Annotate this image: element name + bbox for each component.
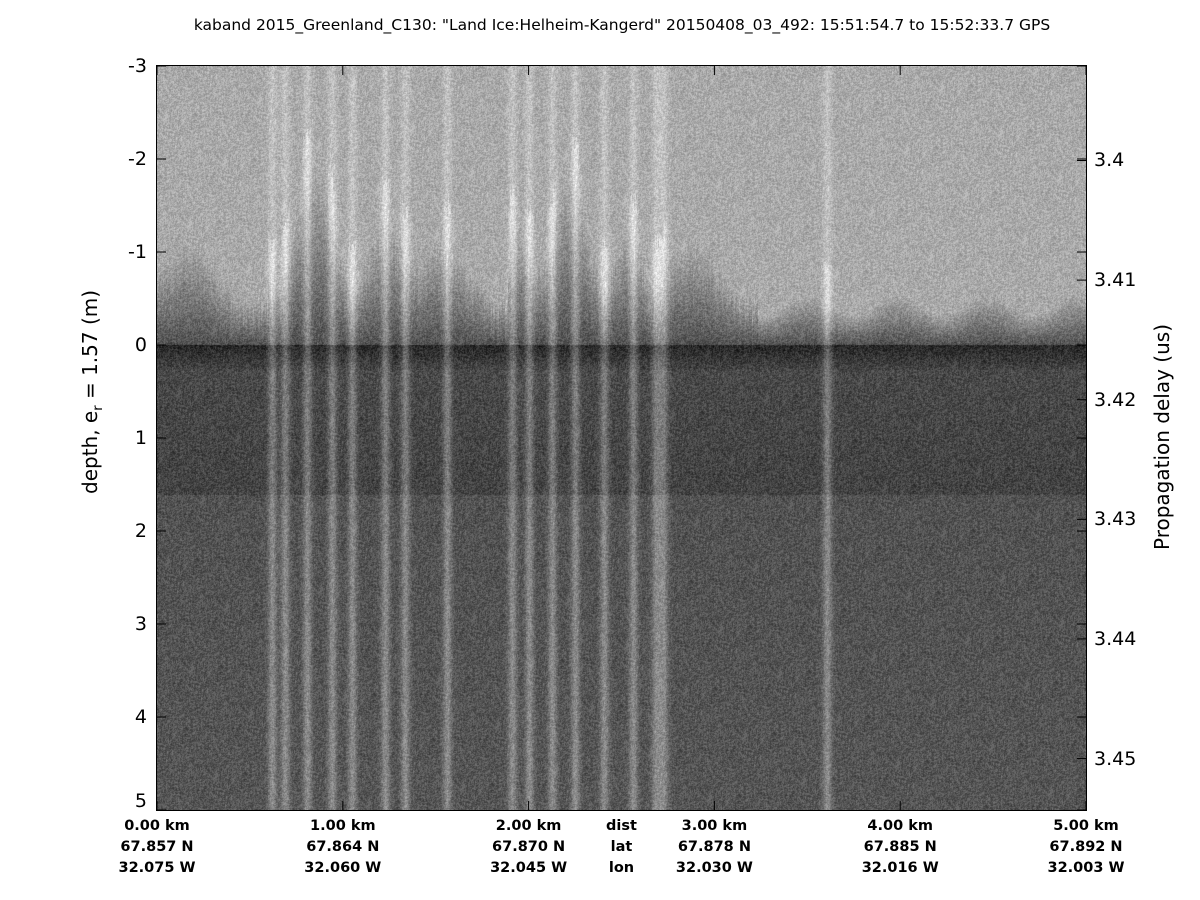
- x-tick-label-dist: 2.00 km: [495, 818, 562, 834]
- x-row-label-lon: lon: [608, 860, 635, 876]
- x-tick-label-lon: 32.030 W: [675, 860, 753, 876]
- x-tick-label-lat: 67.857 N: [120, 839, 194, 855]
- x-tick-label-dist: 3.00 km: [681, 818, 748, 834]
- y-tick-label-left: 0: [134, 334, 147, 356]
- y-axis-label-right: Propagation delay (us): [1150, 323, 1174, 550]
- x-tick-label-lat: 67.885 N: [863, 839, 937, 855]
- y-tick-label-left: 5: [134, 790, 147, 812]
- x-tick-label-dist: 0.00 km: [124, 818, 190, 834]
- y-axis-label-left: depth, er = 1.57 (m): [78, 289, 106, 494]
- y-tick-label-right: 3.41: [1094, 269, 1137, 292]
- x-tick-label-dist: 1.00 km: [310, 818, 376, 834]
- x-tick-label-dist: 5.00 km: [1053, 818, 1119, 834]
- x-tick-label-lat: 67.870 N: [492, 839, 566, 855]
- y-tick-label-left: 3: [134, 613, 147, 635]
- y-tick-label-left: -2: [128, 148, 147, 170]
- x-tick-label-dist: 4.00 km: [867, 818, 933, 834]
- x-tick-label-lat: 67.892 N: [1049, 839, 1123, 855]
- x-tick-label-lon: 32.075 W: [118, 860, 196, 876]
- x-tick-label-lon: 32.045 W: [490, 860, 568, 876]
- x-tick-label-lon: 32.003 W: [1047, 860, 1125, 876]
- x-tick-label-lat: 67.878 N: [677, 839, 751, 855]
- y-tick-label-left: 2: [134, 520, 147, 542]
- y-tick-label-left: -1: [128, 241, 147, 263]
- y-tick-label-right: 3.42: [1094, 388, 1137, 411]
- y-tick-label-right: 3.45: [1094, 747, 1137, 770]
- x-row-label-dist: dist: [606, 818, 637, 834]
- y-tick-label-right: 3.4: [1094, 149, 1125, 172]
- y-tick-label-left: 4: [134, 706, 147, 728]
- echogram-image: [157, 66, 1086, 810]
- x-row-label-lat: lat: [610, 839, 633, 855]
- y-tick-label-right: 3.44: [1094, 627, 1137, 650]
- x-tick-label-lat: 67.864 N: [306, 839, 380, 855]
- x-tick-label-lon: 32.016 W: [861, 860, 939, 876]
- x-tick-label-lon: 32.060 W: [304, 860, 382, 876]
- y-tick-label-right: 3.43: [1094, 508, 1137, 531]
- y-tick-label-left: -3: [128, 55, 147, 77]
- y-tick-label-left: 1: [134, 427, 147, 449]
- chart-title: kaband 2015_Greenland_C130: "Land Ice:He…: [193, 16, 1051, 34]
